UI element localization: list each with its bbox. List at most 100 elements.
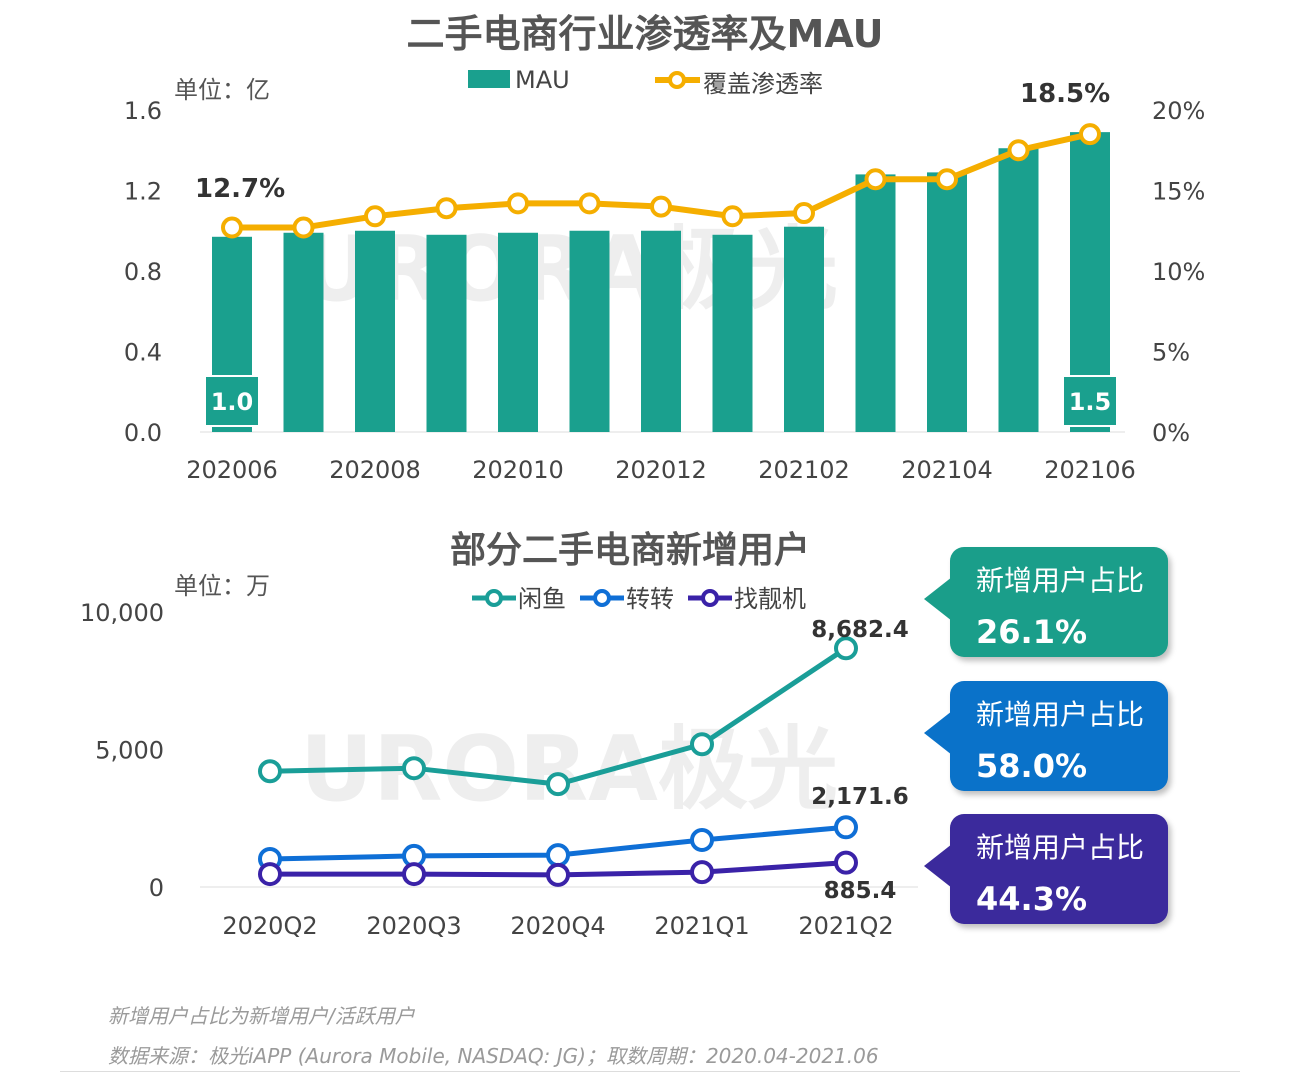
bar-data-label: 1.5	[1069, 388, 1112, 416]
bar-mau-202105	[998, 148, 1039, 433]
x-tick-label: 202104	[901, 456, 993, 484]
point-series-2-2020Q2	[258, 862, 282, 887]
point-series-2-2020Q3	[402, 862, 426, 887]
point-series-1-2020Q4	[546, 843, 570, 868]
unit-label: 单位：亿	[174, 76, 270, 104]
point-series-2-2020Q4	[546, 862, 570, 887]
x-tick-label: 2021Q2	[798, 912, 893, 940]
x-tick-label: 2021Q1	[654, 912, 749, 940]
point-series-0-2020Q4	[546, 772, 570, 797]
legend-label-2: 找靓机	[734, 585, 806, 613]
callout-value: 58.0%	[976, 747, 1088, 785]
legend-marker-penetration	[668, 71, 686, 89]
callout-new-user-share-2: 新增用户占比 44.3%	[924, 814, 1168, 924]
point-penetration-202102	[793, 202, 815, 225]
x-tick-label: 202102	[758, 456, 850, 484]
bar-mau-202012	[641, 230, 681, 432]
data-label-last-1: 2,171.6	[811, 784, 909, 810]
x-tick-label: 202106	[1044, 456, 1136, 484]
point-series-0-2021Q2	[834, 636, 858, 661]
footnote-definition: 新增用户占比为新增用户/活跃用户	[108, 1004, 415, 1028]
line-data-label-first: 12.7%	[195, 174, 285, 204]
point-penetration-202009	[435, 197, 458, 220]
bar-mau-202010	[498, 232, 538, 432]
x-tick-label: 202006	[186, 456, 278, 484]
legend-label-0: 闲鱼	[518, 585, 566, 613]
point-penetration-202105	[1007, 139, 1030, 162]
unit-label: 单位：万	[174, 572, 270, 600]
point-series-0-2020Q3	[402, 756, 426, 781]
point-penetration-202106	[1079, 123, 1101, 146]
bar-mau-202104	[927, 172, 967, 432]
point-penetration-202012	[650, 195, 672, 218]
bar-mau-202008	[355, 230, 395, 432]
callout-label: 新增用户占比	[976, 831, 1145, 864]
point-penetration-202103	[864, 168, 887, 191]
point-series-1-2021Q2	[834, 815, 858, 840]
data-label-last-2: 885.4	[824, 878, 897, 904]
point-series-2-2021Q2	[834, 850, 858, 875]
bar-mau-202009	[426, 234, 467, 432]
right-tick-label: 5%	[1152, 339, 1190, 367]
legend-marker-0	[485, 589, 503, 607]
y-tick-label: 10,000	[80, 599, 164, 627]
left-tick-label: 0.0	[124, 419, 162, 447]
callout-pointer	[924, 711, 952, 755]
legend-marker-2	[701, 589, 719, 607]
callout-new-user-share-0: 新增用户占比 26.1%	[924, 547, 1168, 657]
x-tick-label: 202010	[472, 456, 564, 484]
footnote-source: 数据来源：极光iAPP (Aurora Mobile, NASDAQ: JG)；…	[108, 1044, 879, 1068]
callout-label: 新增用户占比	[976, 698, 1145, 731]
bar-data-label: 1.0	[211, 388, 254, 416]
right-tick-label: 0%	[1152, 419, 1190, 447]
x-tick-label: 202012	[615, 456, 707, 484]
bar-mau-202103	[855, 174, 896, 432]
line-data-label-last: 18.5%	[1020, 79, 1110, 109]
legend-swatch-mau	[468, 70, 510, 88]
left-tick-label: 1.2	[124, 178, 162, 206]
point-series-2-2021Q1	[690, 860, 714, 885]
callout-value: 26.1%	[976, 613, 1088, 651]
left-tick-label: 0.4	[124, 339, 162, 367]
y-tick-label: 0	[149, 874, 164, 902]
legend-label-penetration: 覆盖渗透率	[703, 70, 823, 98]
bar-mau-202101	[712, 234, 753, 432]
callout-pointer	[924, 577, 952, 621]
callout-value: 44.3%	[976, 880, 1088, 918]
bar-label-box	[1062, 375, 1118, 427]
x-tick-label: 2020Q4	[510, 912, 605, 940]
legend-label-1: 转转	[626, 585, 674, 613]
chart-title: 二手电商行业渗透率及MAU	[407, 12, 884, 56]
x-tick-label: 2020Q3	[366, 912, 461, 940]
left-tick-label: 0.8	[124, 258, 162, 286]
bar-mau-202011	[569, 230, 610, 432]
bottom-divider	[60, 1071, 1240, 1072]
point-penetration-202011	[578, 192, 601, 215]
point-penetration-202010	[507, 192, 529, 215]
bar-mau-202007	[283, 232, 324, 432]
point-series-0-2020Q2	[258, 759, 282, 784]
x-tick-label: 202008	[329, 456, 421, 484]
legend-marker-1	[593, 589, 611, 607]
legend-label-mau: MAU	[515, 66, 570, 94]
callout-new-user-share-1: 新增用户占比 58.0%	[924, 681, 1168, 791]
chart-title: 部分二手电商新增用户	[450, 530, 810, 571]
x-tick-label: 2020Q2	[222, 912, 317, 940]
point-penetration-202007	[292, 216, 315, 239]
callout-pointer	[924, 844, 952, 888]
y-tick-label: 5,000	[95, 737, 164, 765]
callout-label: 新增用户占比	[976, 564, 1145, 597]
data-label-last-0: 8,682.4	[811, 617, 909, 643]
right-tick-label: 10%	[1152, 258, 1205, 286]
point-penetration-202104	[936, 168, 958, 191]
point-series-1-2021Q1	[690, 827, 714, 852]
point-series-0-2021Q1	[690, 732, 714, 757]
bar-label-box	[204, 375, 260, 427]
point-penetration-202008	[364, 205, 386, 228]
bar-mau-202102	[784, 226, 824, 432]
right-tick-label: 20%	[1152, 97, 1205, 125]
point-penetration-202101	[721, 205, 744, 228]
right-tick-label: 15%	[1152, 178, 1205, 206]
